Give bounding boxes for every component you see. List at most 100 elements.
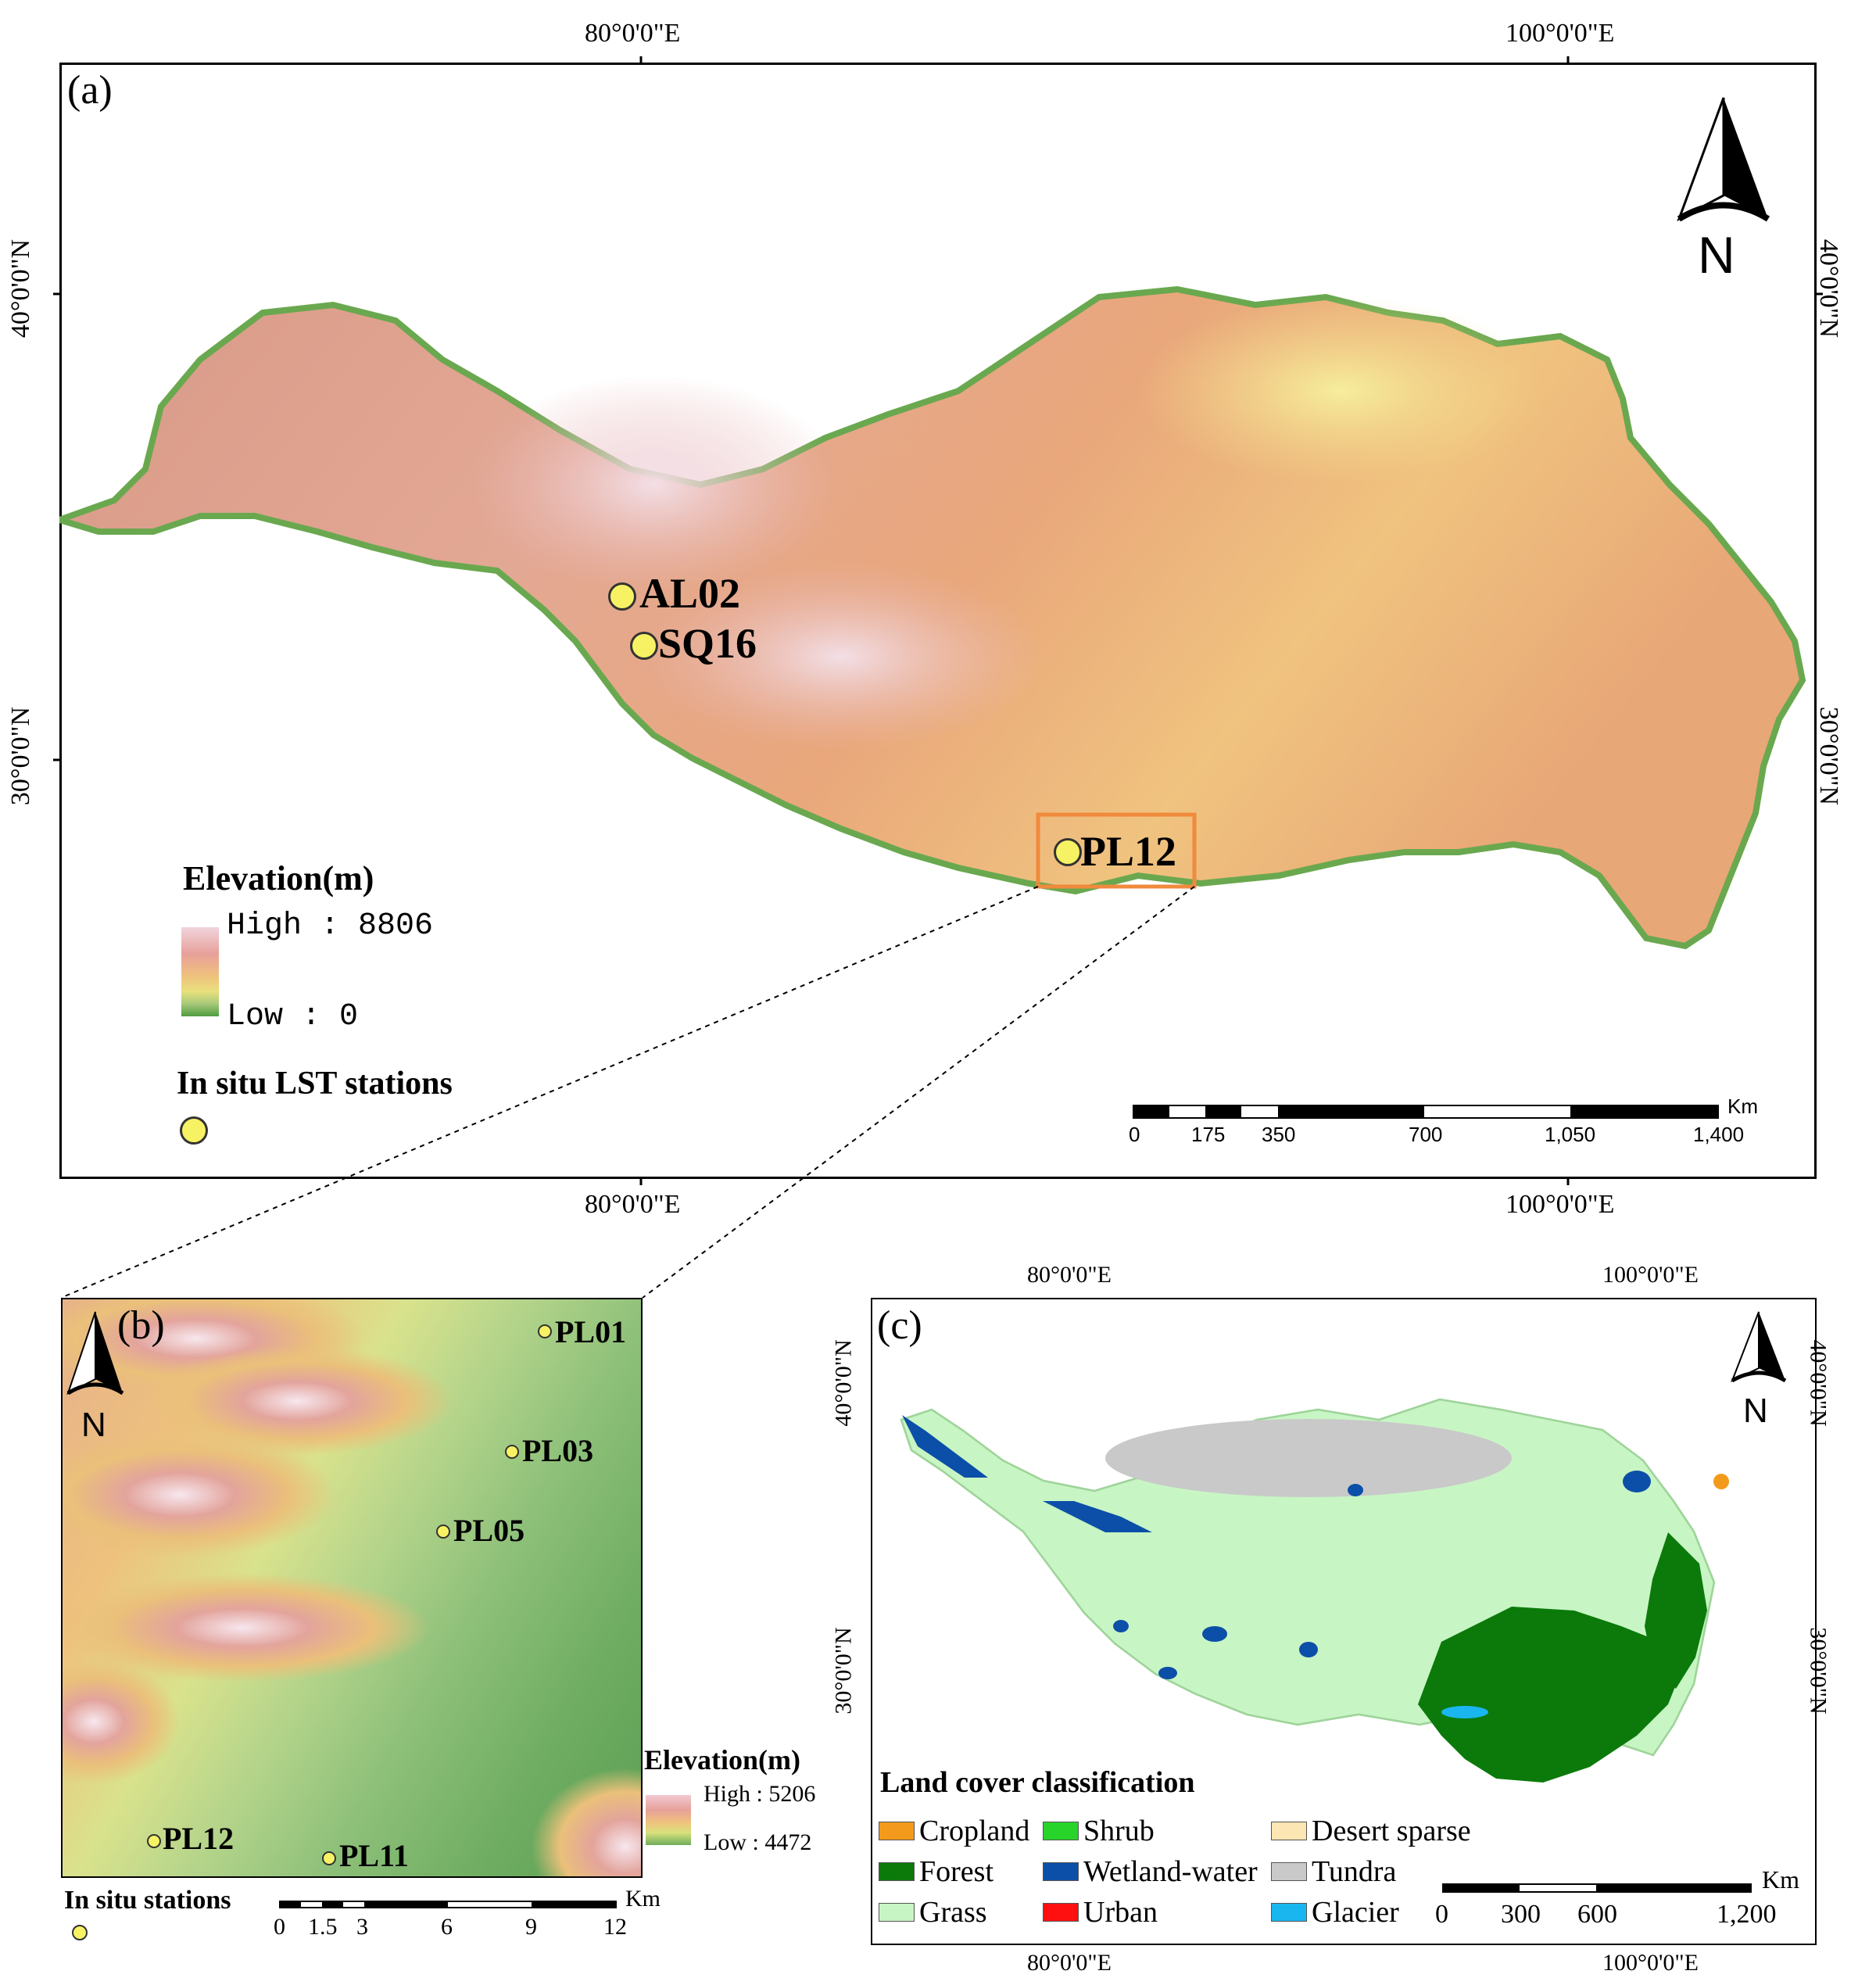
- panel-c-scale-tick-3: 1,200: [1717, 1900, 1777, 1929]
- lc-swatch-wetland-water: [1043, 1862, 1079, 1881]
- station-dot-pl05: [436, 1525, 450, 1539]
- lc-lake-3: [1158, 1667, 1177, 1679]
- panel-b-scale-tick-0: 0: [274, 1914, 285, 1940]
- lc-swatch-tundra: [1271, 1862, 1307, 1881]
- panel-c-bottom-tick-2: 100°0'0"E: [1602, 1950, 1699, 1976]
- panel-c-label: (c): [877, 1303, 922, 1348]
- lc-lake-qinghai: [1623, 1471, 1651, 1492]
- panel-c-left-tick-2: 30°0'0"N: [830, 1627, 857, 1714]
- panel-b-stations-legend-dot: [72, 1925, 88, 1940]
- lc-water-north: [1043, 1501, 1152, 1532]
- panel-a-scale-tick-5: 1,400: [1693, 1123, 1745, 1146]
- station-dot-pl12: [1054, 838, 1082, 866]
- panel-b-elevation-ramp: [646, 1795, 691, 1845]
- panel-c-scale-tick-0: 0: [1435, 1900, 1448, 1929]
- lc-label-wetland-water: Wetland-water: [1083, 1855, 1258, 1888]
- lc-swatch-glacier: [1271, 1903, 1307, 1922]
- panel-a-tick-marks: [53, 56, 1823, 1185]
- panel-a-scale-tick-1: 175: [1191, 1123, 1226, 1146]
- station-dot-sq16: [630, 632, 658, 660]
- station-label-pl12: PL12: [1080, 828, 1177, 875]
- panel-a-scale-tick-2: 350: [1262, 1123, 1296, 1146]
- panel-c-scale-tick-1: 300: [1501, 1900, 1541, 1929]
- panel-b-elevation-map: [61, 1298, 643, 1878]
- station-dot-al02: [608, 582, 636, 611]
- panel-b-north-letter: N: [81, 1406, 106, 1444]
- high-snowy-area: [466, 375, 841, 594]
- high-snowy-area-2: [638, 563, 1044, 751]
- zoom-leader-lines: [60, 886, 1195, 1299]
- lc-swatch-shrub: [1043, 1822, 1079, 1840]
- panel-a-scale-tick-0: 0: [1129, 1123, 1140, 1146]
- panel-b-scale-tick-4: 9: [525, 1914, 537, 1940]
- panel-a-elevation-low: Low : 0: [227, 999, 359, 1034]
- lc-swatch-grass: [879, 1903, 915, 1922]
- land-cover-map: [900, 1398, 1729, 1783]
- panel-b-elevation-high: High : 5206: [704, 1781, 816, 1807]
- panel-a-elevation-legend-title: Elevation(m): [183, 859, 374, 898]
- panel-b-scale-tick-3: 6: [441, 1914, 453, 1940]
- panel-a-scale-tick-3: 700: [1409, 1123, 1443, 1146]
- station-label-pl03: PL03: [522, 1433, 594, 1468]
- panel-b-scale-tick-2: 3: [356, 1914, 368, 1940]
- panel-a-top-tick-1: 80°0'0"E: [585, 19, 681, 48]
- station-dot-pl03: [505, 1445, 519, 1459]
- panel-c-north-letter: N: [1743, 1392, 1768, 1430]
- station-dot-pl12-b: [147, 1834, 161, 1848]
- lc-forest-area: [1418, 1607, 1684, 1783]
- panel-c-scale-unit: Km: [1762, 1865, 1799, 1894]
- lc-lake-2: [1202, 1626, 1227, 1642]
- panel-a-scale-bar: [1133, 1105, 1719, 1119]
- station-label-al02: AL02: [639, 570, 741, 617]
- panel-a-scale-unit: Km: [1727, 1095, 1758, 1118]
- lc-tundra-area: [1105, 1419, 1512, 1497]
- lc-water-west: [902, 1415, 988, 1478]
- panel-a-top-tick-2: 100°0'0"E: [1505, 19, 1615, 48]
- lc-label-cropland: Cropland: [919, 1815, 1030, 1847]
- station-dot-pl01: [538, 1324, 552, 1338]
- lc-label-urban: Urban: [1083, 1896, 1158, 1929]
- panel-b-stations-legend-title: In situ stations: [64, 1886, 231, 1915]
- panel-c-top-tick-2: 100°0'0"E: [1602, 1262, 1699, 1288]
- lc-lake-5: [1113, 1620, 1129, 1632]
- station-label-sq16: SQ16: [658, 620, 757, 667]
- panel-b-scale-bar: [279, 1901, 617, 1908]
- lc-cropland-spot: [1713, 1474, 1729, 1489]
- panel-a-elevation-ramp: [181, 927, 219, 1016]
- lc-lake-4: [1299, 1642, 1318, 1657]
- lc-forest-area-east: [1645, 1532, 1707, 1689]
- panel-c-bottom-tick-1: 80°0'0"E: [1027, 1950, 1112, 1976]
- panel-c-scale-bar: [1442, 1883, 1752, 1893]
- panel-b-elevation-low: Low : 4472: [704, 1829, 812, 1855]
- panel-c-top-tick-1: 80°0'0"E: [1027, 1262, 1112, 1288]
- station-dot-pl11: [322, 1851, 336, 1865]
- panel-b-scale-unit: Km: [625, 1886, 661, 1912]
- lc-swatch-urban: [1043, 1903, 1079, 1922]
- panel-a-scale-tick-4: 1,050: [1545, 1123, 1596, 1146]
- panel-a-label: (a): [67, 68, 113, 113]
- panel-a-elevation-high: High : 8806: [227, 908, 434, 944]
- panel-b-scale-tick-1: 1.5: [308, 1914, 338, 1940]
- station-label-pl11: PL11: [339, 1838, 409, 1873]
- panel-b-elevation-legend-title: Elevation(m): [644, 1744, 800, 1775]
- station-label-pl01: PL01: [555, 1314, 627, 1349]
- panel-a-bottom-tick-1: 80°0'0"E: [585, 1190, 681, 1219]
- lc-label-shrub: Shrub: [1083, 1815, 1155, 1847]
- zoom-box: [1036, 812, 1197, 889]
- lc-lake-1: [1348, 1484, 1363, 1496]
- panel-b-label: (b): [117, 1303, 165, 1348]
- qaidam-basin: [1138, 297, 1545, 485]
- tibetan-plateau-elevation-map: [59, 285, 1806, 950]
- lc-label-grass: Grass: [919, 1896, 987, 1929]
- land-cover-legend-title: Land cover classification: [880, 1766, 1195, 1799]
- lc-label-tundra: Tundra: [1312, 1855, 1397, 1888]
- station-label-pl05: PL05: [453, 1513, 525, 1548]
- panel-a-stations-legend-dot: [180, 1116, 208, 1145]
- lc-label-desert-sparse: Desert sparse: [1312, 1815, 1471, 1847]
- lc-label-forest: Forest: [919, 1855, 993, 1888]
- panel-b-scale-tick-5: 12: [603, 1914, 627, 1940]
- panel-a-bottom-tick-2: 100°0'0"E: [1505, 1190, 1615, 1219]
- panel-b-terrain: [63, 1299, 641, 1876]
- lc-label-glacier: Glacier: [1312, 1896, 1399, 1929]
- panel-a-stations-legend-title: In situ LST stations: [177, 1066, 453, 1102]
